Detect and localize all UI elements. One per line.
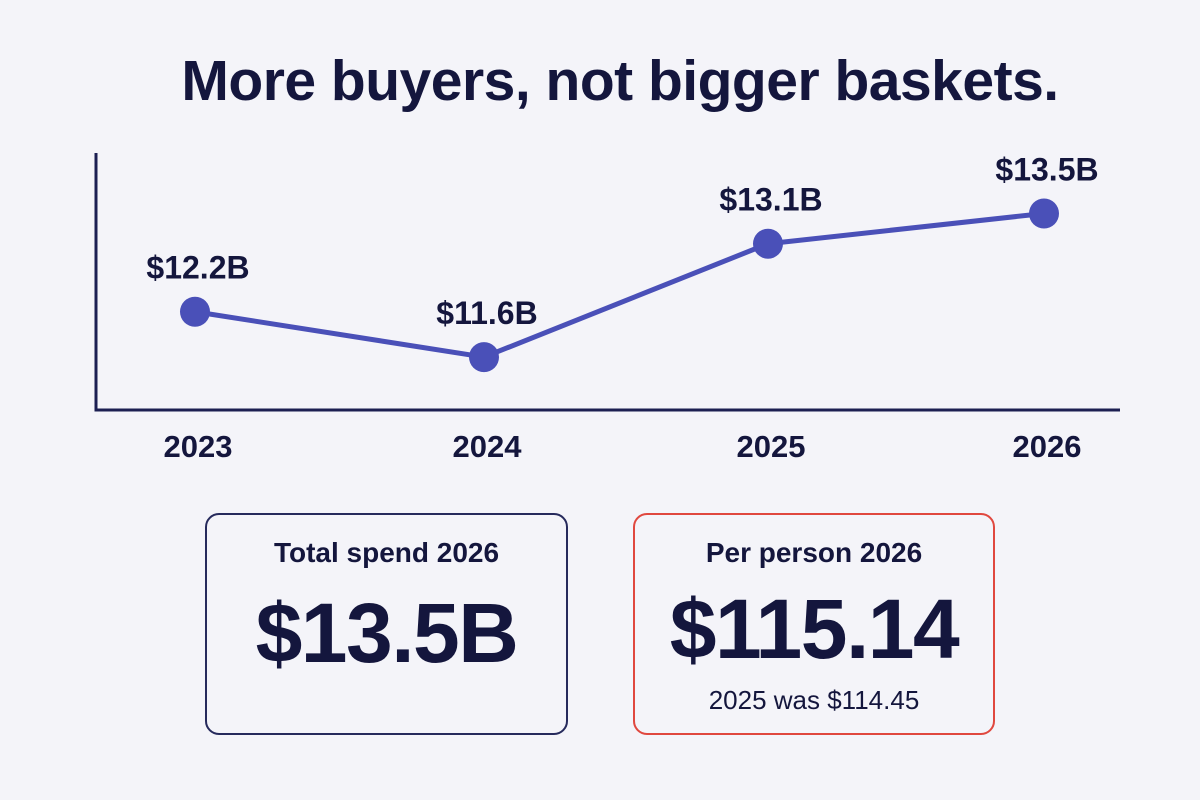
per-person-value: $115.14 xyxy=(669,582,960,676)
x-tick-label-2023: 2023 xyxy=(164,429,233,464)
series-line xyxy=(192,210,1047,360)
data-point-2023 xyxy=(180,296,210,327)
chart-labels: $12.2B 2023 $11.6B 2024 $13.1B 2025 $13.5B 2026 xyxy=(146,151,1098,464)
data-point-2024 xyxy=(469,342,499,373)
chart-series xyxy=(180,198,1059,373)
data-label-2024: $11.6B xyxy=(436,295,537,331)
per-person-label: Per person 2026 xyxy=(705,537,923,568)
data-label-2023: $12.2B xyxy=(146,250,249,286)
total-spend-card: Total spend 2026 $13.5B xyxy=(205,513,568,735)
headline: More buyers, not bigger baskets. xyxy=(181,49,1059,113)
chart-axes xyxy=(94,153,1120,412)
per-person-card: Per person 2026 $115.14 2025 was $114.45 xyxy=(633,513,995,735)
line-chart: $12.2B 2023 $11.6B 2024 $13.1B 2025 $13.5B 2026 xyxy=(94,151,1120,464)
total-spend-value: $13.5B xyxy=(255,586,519,680)
total-spend-label: Total spend 2026 xyxy=(273,537,500,568)
data-point-2026 xyxy=(1029,198,1059,229)
data-label-2026: $13.5B xyxy=(995,151,1098,187)
per-person-comparison-note: 2025 was $114.45 xyxy=(708,685,920,715)
x-tick-label-2024: 2024 xyxy=(453,429,523,464)
data-point-2025 xyxy=(753,228,783,259)
x-tick-label-2026: 2026 xyxy=(1013,429,1082,464)
data-label-2025: $13.1B xyxy=(719,182,822,218)
x-tick-label-2025: 2025 xyxy=(737,429,806,464)
